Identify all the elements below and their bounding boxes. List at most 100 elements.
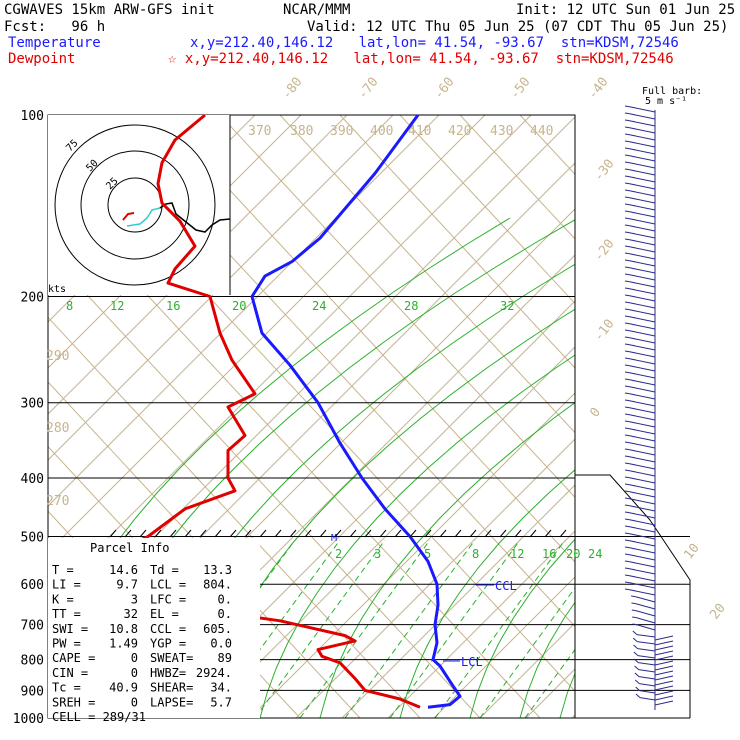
theta-label: 370 (248, 124, 271, 139)
wind-barb-flag (624, 588, 630, 591)
wind-barb-flag (633, 658, 639, 663)
wind-barb (635, 610, 656, 617)
wind-barb-flag (624, 525, 630, 528)
dry-adiabat (219, 115, 575, 498)
dry-adiabat (48, 252, 481, 718)
parcel-value-b: 13.3 (203, 563, 232, 577)
isotherm-label: 20 (707, 601, 728, 623)
wind-barb (628, 365, 656, 372)
wind-barb (628, 120, 656, 127)
wind-barb-low (654, 640, 674, 646)
wind-barb (628, 141, 656, 148)
hatch-mark (424, 529, 432, 538)
hatch-mark (334, 529, 342, 538)
wind-barb (628, 246, 656, 253)
wind-barb (628, 414, 656, 421)
wind-barb-flag (624, 175, 630, 178)
wind-barb (628, 505, 656, 512)
hatch-mark (109, 529, 117, 538)
wind-barb-flag (624, 420, 630, 423)
mixing-ratio-label: 16 (542, 547, 556, 561)
wind-barb-flag (624, 126, 630, 129)
pressure-label-300: 300 (21, 397, 44, 412)
wind-barb (628, 148, 656, 155)
theta-label: 280 (46, 421, 69, 436)
hatch-mark (214, 529, 222, 538)
parcel-label-b: SWEAT= (150, 651, 193, 665)
parcel-value-a: 10.8 (109, 622, 138, 636)
wind-barb (628, 239, 656, 246)
wind-barb (628, 183, 656, 190)
wind-barb (636, 624, 656, 631)
hodograph-units: kts (48, 284, 66, 295)
wind-barb-low (654, 635, 674, 641)
isotherm-label: -50 (507, 75, 533, 103)
dewpoint-location: ☆ x,y=212.40,146.12 lat,lon= 41.54, -93.… (168, 51, 674, 67)
wind-barb-flag (624, 105, 630, 108)
header: CGWAVES 15km ARW-GFS init NCAR/MMM Init:… (4, 2, 735, 107)
wind-barb (628, 561, 656, 568)
temperature-profile (250, 114, 462, 709)
hatch-mark (349, 529, 357, 538)
wind-barb (628, 225, 656, 232)
hatch-mark (469, 529, 477, 538)
mixing-ratio-label: 20 (232, 299, 246, 313)
isotherm (433, 576, 575, 718)
mixing-ratio-line (199, 308, 575, 718)
wind-barb (628, 449, 656, 456)
wind-barb (628, 106, 656, 113)
parcel-label-a: PW = (52, 637, 81, 651)
wind-barb (628, 295, 656, 302)
wind-barb-flag (624, 553, 630, 556)
wind-barb-flag (624, 133, 630, 136)
wind-barb-flag (624, 560, 630, 563)
hatch-mark (559, 529, 567, 538)
parcel-label-b: Td = (150, 563, 179, 577)
wind-barb (637, 648, 656, 652)
parcel-value-b: 605. (203, 622, 232, 636)
wind-barb (628, 470, 656, 477)
barb-note-line1: Full barb: (642, 86, 702, 97)
wind-barb (628, 211, 656, 218)
wind-barb (628, 274, 656, 281)
mixing-ratio-line (259, 354, 575, 718)
forecast-hour: Fcst: 96 h (4, 19, 105, 35)
isotherm-label: -70 (355, 75, 381, 103)
wind-barb-flag (624, 567, 630, 570)
wind-barb-flag (632, 623, 637, 626)
wind-barb-flag (624, 189, 630, 192)
wind-barb-flag (624, 392, 630, 395)
wind-barb-flag (624, 455, 630, 458)
wind-barb (628, 554, 656, 561)
wind-barb-flag (624, 245, 630, 248)
wind-barb-flag (624, 287, 630, 290)
mixing-ratio-line (399, 469, 575, 718)
wind-barb (628, 358, 656, 365)
parcel-value-b: 34. (210, 681, 232, 695)
wind-barb-flag (624, 266, 630, 269)
wind-barb-flag (624, 154, 630, 157)
wind-barb-flag (624, 406, 630, 409)
theta-labels: 370 380 390 400 410 420 430 440 290 280 270 (46, 124, 553, 509)
wind-barb-flag (624, 168, 630, 171)
wind-barb (628, 435, 656, 442)
dry-adiabat (159, 115, 575, 563)
wind-barb (628, 113, 656, 120)
wind-barb (628, 169, 656, 176)
moist-adiabat (434, 539, 566, 718)
hatch-mark (304, 529, 312, 538)
wind-barb (628, 253, 656, 260)
hatch-mark (289, 529, 297, 538)
wind-barb-flag (633, 651, 639, 656)
wind-barb (639, 683, 656, 687)
hatch-mark (379, 529, 387, 538)
wind-barb-flag (624, 119, 630, 122)
wind-barb-flag (624, 112, 630, 115)
isotherm (249, 392, 575, 718)
wind-barb-flag (624, 448, 630, 451)
hatch-mark (499, 529, 507, 538)
barb-note-line2: 5 m s⁻¹ (645, 96, 687, 107)
isotherm (710, 115, 740, 718)
wind-barb-flag (624, 231, 630, 234)
wind-barb-flag (624, 182, 630, 185)
